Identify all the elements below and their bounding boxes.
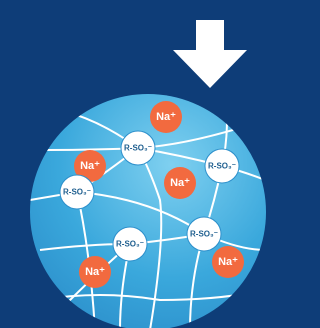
node-label: R-SO₃⁻ <box>116 240 144 249</box>
node-label: R-SO₃⁻ <box>208 162 236 171</box>
node-label: Na⁺ <box>156 111 176 123</box>
node-label: Na⁺ <box>80 160 100 172</box>
page: {"nodes": [ {"label": "Na⁺", "color": "#… <box>0 0 320 328</box>
node-label: Na⁺ <box>170 177 190 189</box>
diagram: Na⁺ R-SO₃⁻ Na⁺ R-SO₃⁻ R-SO₃⁻ Na⁺ R-SO₃⁻ R-SO₃⁻ N… <box>0 0 268 328</box>
node-label: R-SO₃⁻ <box>124 144 152 153</box>
node-label: R-SO₃⁻ <box>190 230 218 239</box>
node-label: Na⁺ <box>218 256 238 268</box>
node-label: R-SO₃⁻ <box>63 188 91 197</box>
resin-bead <box>30 94 266 328</box>
node-label: Na⁺ <box>85 266 105 278</box>
